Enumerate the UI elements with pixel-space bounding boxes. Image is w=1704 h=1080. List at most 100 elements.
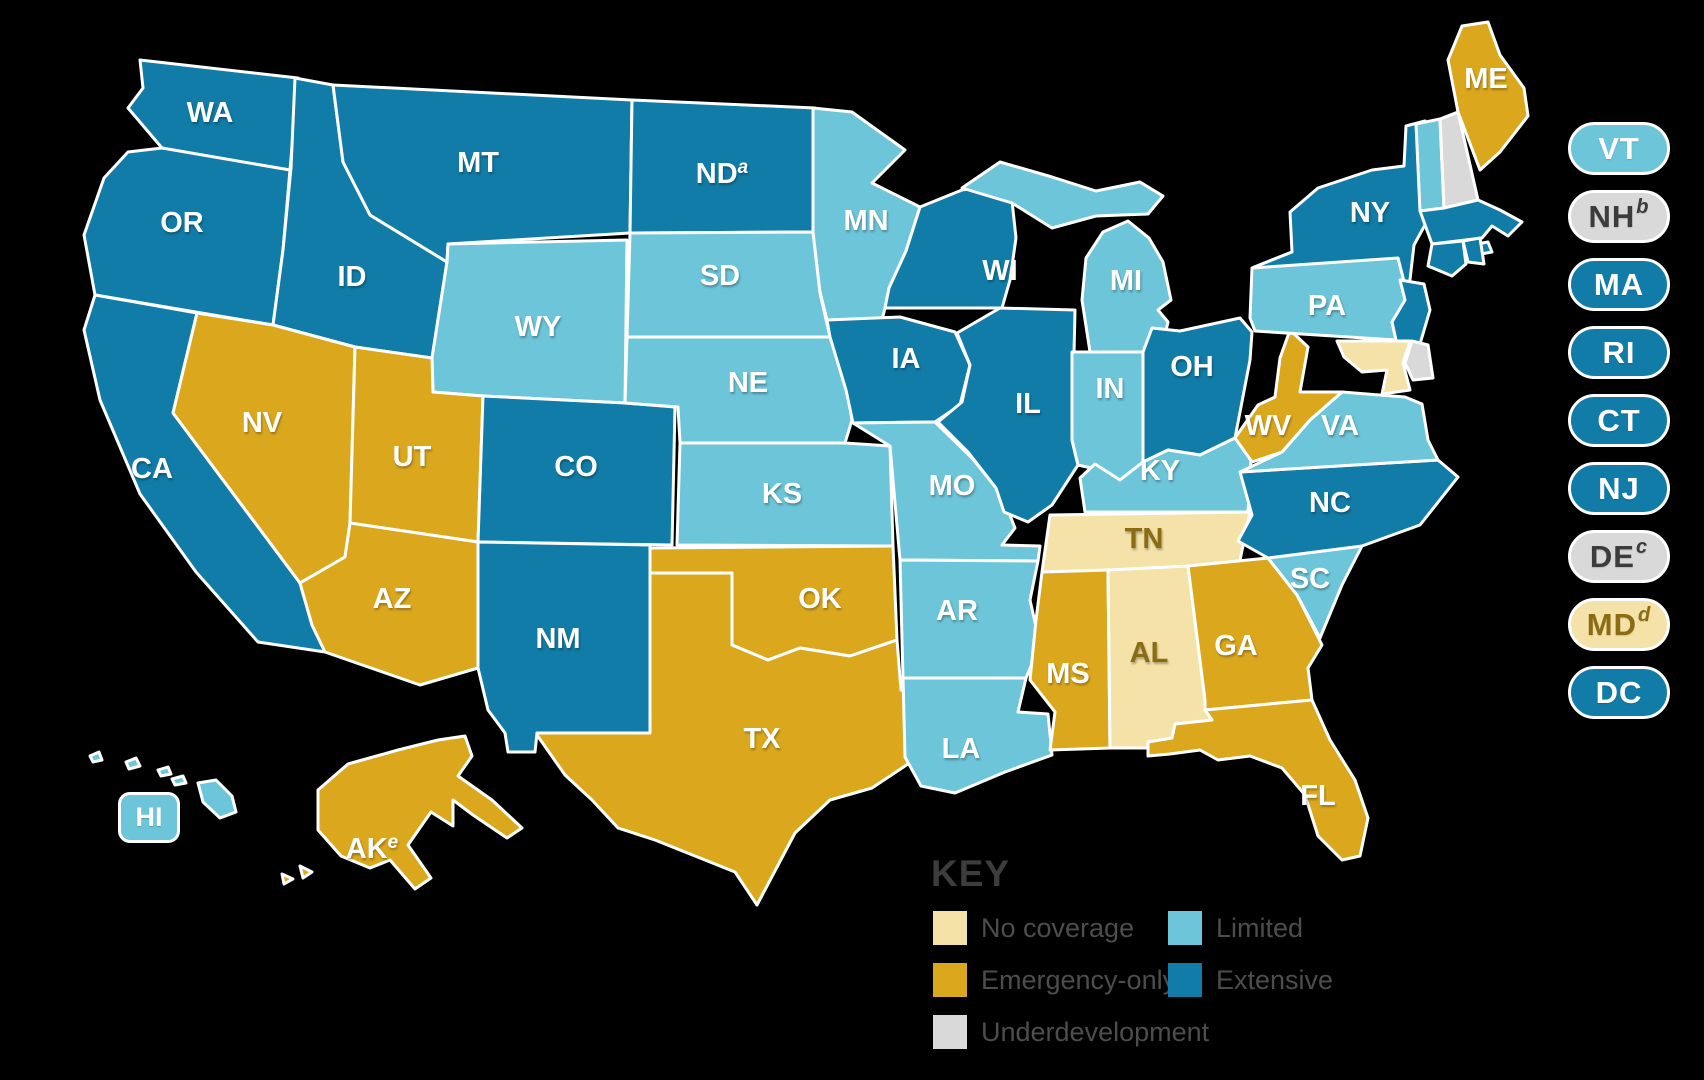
state-label-mt: MT	[457, 147, 499, 179]
state-label-wi: WI	[982, 255, 1017, 287]
state-shape-in	[1070, 350, 1145, 482]
state-label-wy: WY	[515, 311, 562, 343]
state-pill-nj: NJ	[1568, 462, 1670, 515]
state-note-superscript: a	[738, 157, 749, 178]
state-shape-ct	[1426, 239, 1468, 278]
state-pill-label: MD	[1586, 606, 1637, 642]
state-note-superscript: c	[1635, 536, 1649, 558]
state-label-me: ME	[1464, 63, 1508, 95]
legend-label-emergency: Emergency-only	[981, 964, 1177, 995]
state-label-al: AL	[1130, 637, 1169, 669]
state-pill-label: NJ	[1598, 470, 1640, 506]
state-shape-tx	[535, 571, 924, 907]
state-shape-miup	[960, 160, 1165, 230]
state-shape-hi5	[196, 778, 238, 820]
key-title: KEY	[931, 853, 1011, 894]
state-label-mn: MN	[843, 205, 888, 237]
state-note-superscript: d	[1638, 604, 1652, 626]
state-shape-nc	[1236, 458, 1460, 560]
state-pill-nh: NH b	[1568, 190, 1670, 243]
state-shape-ak	[316, 734, 524, 891]
state-label-nv: NV	[242, 407, 283, 439]
legend-swatch-limited	[1168, 911, 1202, 945]
legend-entry-extensive: Extensive	[1168, 963, 1333, 997]
state-note-superscript: e	[388, 832, 399, 853]
state-pill-label: RI	[1602, 334, 1636, 370]
state-label-pa: PA	[1308, 290, 1346, 322]
state-pill-ma: MA	[1568, 258, 1670, 311]
state-label-ca: CA	[131, 453, 173, 485]
state-pill-label: MA	[1593, 266, 1645, 302]
state-shape-de	[1403, 339, 1435, 382]
state-shape-la	[901, 676, 1054, 795]
state-label-ks: KS	[762, 478, 802, 510]
state-label-ny: NY	[1350, 197, 1390, 229]
state-shape-hi3	[156, 765, 173, 778]
state-label-ut: UT	[393, 441, 432, 473]
state-shape-aki1	[298, 864, 314, 880]
state-label-tn: TN	[1125, 523, 1164, 555]
legend-label-extensive: Extensive	[1216, 964, 1334, 995]
state-label-ia: IA	[892, 343, 921, 375]
state-label-il: IL	[1015, 388, 1041, 420]
state-label-wa: WA	[187, 97, 234, 129]
state-pill-md: MD d	[1568, 598, 1670, 651]
state-note-superscript: b	[1636, 196, 1650, 218]
state-label-wv: WV	[1245, 410, 1292, 442]
state-shape-ks	[675, 441, 895, 548]
state-label-az: AZ	[373, 583, 412, 615]
state-shape-fl	[1146, 698, 1370, 862]
state-label-fl: FL	[1300, 780, 1335, 812]
state-pill-label: DE	[1589, 538, 1635, 574]
state-shape-md	[1335, 339, 1412, 396]
legend-label-limited: Limited	[1216, 912, 1304, 943]
state-shape-aki2	[280, 872, 295, 886]
state-pill-label: DC	[1595, 674, 1643, 710]
state-pill-dc: DC	[1568, 666, 1670, 719]
state-shape-mo	[851, 420, 1042, 563]
state-shape-mi	[1080, 219, 1173, 354]
state-shape-co	[476, 394, 677, 547]
legend-swatch-none	[933, 911, 967, 945]
state-label-oh: OH	[1170, 351, 1214, 383]
state-label-co: CO	[554, 451, 598, 483]
state-shape-hi4	[170, 774, 188, 787]
state-label-mo: MO	[929, 470, 976, 502]
state-shape-hi2	[124, 756, 142, 771]
state-pill-de: DE c	[1568, 530, 1670, 583]
state-pill-ct: CT	[1568, 394, 1670, 447]
state-shape-me	[1446, 20, 1530, 172]
legend-entry-underdev: Underdevelopment	[933, 1015, 1209, 1049]
legend-entry-emergency: Emergency-only	[933, 963, 1176, 997]
state-pill-label: NH	[1588, 198, 1636, 234]
state-pill-label: VT	[1598, 130, 1640, 166]
state-label-nc: NC	[1309, 487, 1351, 519]
legend-label-underdev: Underdevelopment	[981, 1016, 1210, 1047]
legend-swatch-underdev	[933, 1015, 967, 1049]
state-label-id: ID	[338, 261, 367, 293]
legend-swatch-extensive	[1168, 963, 1202, 997]
state-label-ky: KY	[1140, 455, 1180, 487]
legend-label-none: No coverage	[981, 912, 1135, 943]
state-label-in: IN	[1096, 373, 1125, 405]
state-pill-label: CT	[1597, 402, 1641, 438]
state-label-ga: GA	[1214, 630, 1258, 662]
state-label-ne: NE	[728, 367, 768, 399]
state-label-la: LA	[942, 733, 981, 765]
state-label-nm: NM	[535, 623, 580, 655]
state-pill-vt: VT	[1568, 122, 1670, 175]
legend-swatch-emergency	[933, 963, 967, 997]
map-key-legend: KEY No coverage Emergency-only Underdevelo…	[931, 853, 1333, 1049]
state-label-ar: AR	[936, 595, 978, 627]
state-shape-hi1	[88, 750, 104, 764]
state-label-va: VA	[1321, 410, 1359, 442]
state-label-sd: SD	[700, 260, 740, 292]
state-shape-wv	[1233, 328, 1344, 464]
state-label-mi: MI	[1110, 265, 1142, 297]
hawaii-pill-label: HI	[118, 792, 180, 843]
state-pill-ri: RI	[1568, 326, 1670, 379]
state-label-or: OR	[160, 207, 204, 239]
state-label-ms: MS	[1046, 658, 1090, 690]
